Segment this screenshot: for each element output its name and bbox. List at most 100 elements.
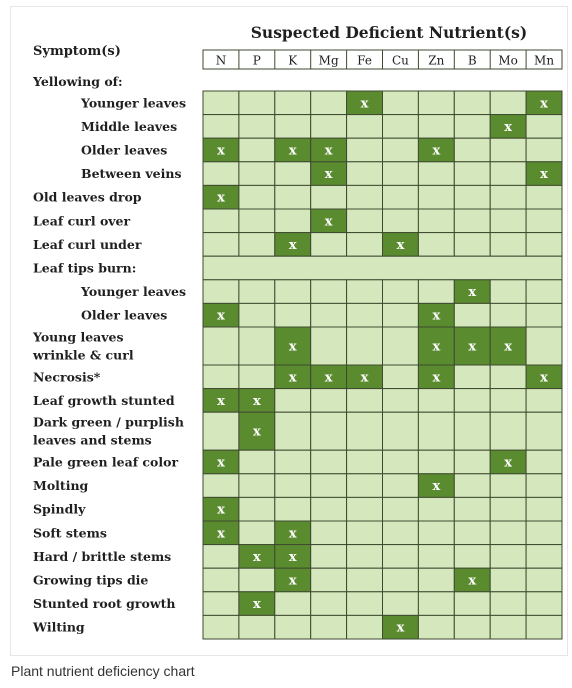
cell-empty-mg — [310, 449, 348, 475]
row-label: Young leaves wrinkle & curl — [32, 330, 134, 363]
row-label: Pale green leaf color — [33, 455, 178, 470]
nutrient-deficiency-chart: Suspected Deficient Nutrient(s) Symptom(… — [11, 7, 567, 659]
cell-empty-k — [274, 614, 312, 640]
cell-empty-mn — [525, 591, 563, 616]
cell-empty-k — [274, 184, 312, 210]
cell-empty-p — [238, 279, 276, 304]
row-label: Older leaves — [81, 308, 167, 323]
row-label: Leaf curl over — [33, 213, 131, 228]
row-label: Dark green / purplish leaves and stems — [33, 415, 184, 448]
cell-empty-p — [238, 302, 276, 328]
cell-empty-mo — [489, 544, 527, 569]
table-row: Necrosis* x x x x x — [33, 364, 563, 390]
cell-empty-p — [238, 567, 276, 593]
cell-empty-cu — [382, 90, 419, 116]
column-header-cu: Cu — [392, 54, 409, 68]
row-label: Growing tips die — [33, 573, 148, 588]
cell-empty-b — [453, 208, 491, 234]
row-label: Leaf tips burn: — [33, 261, 136, 276]
cell-empty-k — [274, 473, 312, 498]
cell-empty-cu — [382, 449, 419, 475]
cell-marked-mo — [489, 326, 527, 366]
deficiency-mark: x — [468, 574, 476, 589]
column-header-fe: Fe — [357, 54, 372, 68]
chart-svg: Suspected Deficient Nutrient(s) Symptom(… — [32, 23, 563, 640]
column-header-b: B — [468, 54, 477, 68]
deficiency-mark: x — [468, 285, 476, 300]
deficiency-mark: x — [289, 238, 297, 253]
deficiency-mark: x — [540, 167, 548, 182]
deficiency-mark: x — [289, 550, 297, 565]
column-header-k: K — [288, 54, 298, 68]
cell-empty-zn — [417, 449, 455, 475]
deficiency-mark: x — [397, 621, 405, 636]
cell-empty-mg — [310, 90, 348, 116]
deficiency-mark: x — [289, 370, 297, 385]
cell-empty-cu — [382, 388, 419, 413]
figure-caption: Plant nutrient deficiency chart — [11, 663, 195, 679]
deficiency-mark: x — [504, 340, 512, 355]
cell-empty-n — [202, 279, 240, 304]
cell-empty-mn — [525, 137, 563, 163]
cell-empty-cu — [382, 473, 419, 498]
deficiency-mark: x — [217, 394, 225, 409]
cell-empty-fe — [346, 184, 384, 210]
table-row: Hard / brittle stems x x — [33, 544, 563, 569]
chart-title: Suspected Deficient Nutrient(s) — [251, 23, 528, 42]
cell-empty-n — [202, 90, 240, 116]
cell-empty-n — [202, 567, 240, 593]
deficiency-mark: x — [289, 340, 297, 355]
cell-empty-mg — [310, 388, 348, 413]
cell-empty-p — [238, 364, 276, 390]
column-header-mg: Mg — [319, 54, 339, 68]
cell-empty-cu — [382, 591, 419, 616]
cell-empty-mn — [525, 544, 563, 569]
cell-empty-cu — [382, 184, 419, 210]
cell-empty-mo — [489, 137, 527, 163]
cell-empty-k — [274, 161, 312, 186]
cell-empty-mg — [310, 326, 348, 366]
row-label: Hard / brittle stems — [33, 549, 171, 564]
cell-empty-mn — [525, 114, 563, 139]
row-label: Spindly — [33, 502, 86, 517]
cell-empty-k — [274, 90, 312, 116]
cell-empty-mo — [489, 496, 527, 522]
table-row: Molting x — [33, 473, 563, 498]
cell-empty-cu — [382, 520, 419, 546]
table-row: Between veins x x — [81, 161, 563, 186]
cell-empty-zn — [417, 496, 455, 522]
deficiency-mark: x — [217, 503, 225, 518]
cell-empty-fe — [346, 232, 384, 257]
cell-empty-k — [274, 591, 312, 616]
table-row: Growing tips die x x — [33, 567, 563, 593]
cell-empty-n — [202, 161, 240, 186]
cell-empty-mn — [525, 208, 563, 234]
cell-empty-cu — [382, 279, 419, 304]
table-row: Younger leaves x — [80, 279, 563, 304]
cell-empty-b — [453, 520, 491, 546]
cell-empty-mg — [310, 184, 348, 210]
table-row: Soft stems x x — [33, 520, 563, 546]
cell-empty-cu — [382, 208, 419, 234]
cell-empty-cu — [382, 567, 419, 593]
cell-empty-fe — [346, 161, 384, 186]
table-row: Pale green leaf color x x — [33, 449, 563, 475]
cell-empty-mn — [525, 326, 563, 366]
cell-empty-cu — [382, 161, 419, 186]
table-row: Middle leaves x — [81, 114, 563, 139]
row-label: Soft stems — [33, 525, 107, 540]
cell-empty-b — [453, 137, 491, 163]
cell-empty-b — [453, 591, 491, 616]
cell-empty-cu — [382, 364, 419, 390]
deficiency-mark: x — [325, 370, 333, 385]
row-label: Yellowing of: — [32, 74, 123, 89]
cell-empty-b — [453, 232, 491, 257]
cell-empty-p — [238, 473, 276, 498]
column-headers: N P K Mg Fe Cu Zn B Mo Mn — [202, 49, 563, 70]
table-row: Younger leaves x x — [80, 90, 563, 116]
cell-empty-cu — [382, 544, 419, 569]
cell-empty-b — [453, 449, 491, 475]
table-row: Old leaves drop x — [33, 184, 563, 210]
cell-empty-mg — [310, 302, 348, 328]
